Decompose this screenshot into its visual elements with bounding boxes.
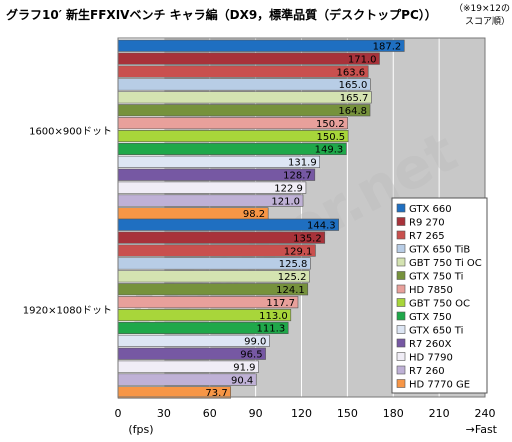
legend-label: R9 270 bbox=[409, 218, 445, 229]
legend-label: GTX 650 TiB bbox=[409, 245, 470, 256]
bar-value-label: 124.1 bbox=[276, 285, 305, 296]
bar-value-label: 163.6 bbox=[337, 67, 366, 78]
legend-label: HD 7790 bbox=[409, 353, 453, 364]
bar-value-label: 121.0 bbox=[271, 196, 300, 207]
bar-value-label: 128.7 bbox=[283, 171, 312, 182]
bar bbox=[117, 39, 405, 52]
x-tick-label: 0 bbox=[115, 407, 122, 420]
group-label: 1920×1080ドット bbox=[23, 305, 112, 316]
bar-value-label: 164.8 bbox=[338, 106, 367, 117]
x-axis-label: (fps) bbox=[128, 423, 153, 436]
x-tick-label: 210 bbox=[429, 407, 450, 420]
legend-label: GTX 660 bbox=[409, 204, 452, 215]
x-tick-label: 150 bbox=[337, 407, 358, 420]
bar-value-label: 99.0 bbox=[244, 337, 266, 348]
x-tick-label: 240 bbox=[475, 407, 496, 420]
x-tick-label: 60 bbox=[203, 407, 217, 420]
bar-value-label: 125.8 bbox=[279, 259, 308, 270]
bar-value-label: 165.7 bbox=[340, 93, 369, 104]
bar bbox=[117, 104, 371, 117]
x-tick-label: 120 bbox=[291, 407, 312, 420]
chart-title: グラフ10′ 新生FFXIVベンチ キャラ編（DX9，標準品質（デスクトップPC… bbox=[6, 8, 437, 22]
bar-value-label: 113.0 bbox=[259, 311, 288, 322]
legend-label: GBT 750 OC bbox=[409, 299, 470, 310]
group-label: 1600×900ドット bbox=[29, 126, 112, 137]
legend-label: GTX 750 bbox=[409, 312, 452, 323]
bar-value-label: 90.4 bbox=[231, 375, 253, 386]
note-line-1: （※19×12の bbox=[454, 4, 510, 14]
x-axis-direction-label: →Fast bbox=[466, 423, 498, 436]
legend-swatch bbox=[396, 271, 406, 280]
legend-swatch bbox=[396, 325, 406, 334]
legend-swatch bbox=[396, 352, 406, 361]
chart-note: （※19×12の スコア順） bbox=[446, 3, 510, 29]
x-tick-label: 30 bbox=[157, 407, 171, 420]
legend-swatch bbox=[396, 311, 406, 321]
bar-value-label: 135.2 bbox=[293, 233, 322, 244]
bar-value-label: 96.5 bbox=[240, 350, 262, 361]
bar-value-label: 111.3 bbox=[257, 324, 286, 335]
legend-swatch bbox=[396, 230, 406, 240]
legend-box bbox=[391, 197, 488, 394]
note-line-2: スコア順） bbox=[464, 17, 510, 27]
bar-value-label: 73.7 bbox=[205, 388, 227, 399]
bar-value-label: 171.0 bbox=[348, 54, 377, 65]
bar bbox=[117, 78, 371, 91]
bar-value-label: 150.2 bbox=[316, 119, 345, 130]
legend-label: GTX 750 Ti bbox=[409, 272, 463, 283]
bar bbox=[117, 142, 347, 155]
bar-value-label: 122.9 bbox=[274, 183, 303, 194]
bar-value-label: 165.0 bbox=[339, 80, 368, 91]
legend-swatch bbox=[396, 298, 406, 307]
legend-swatch bbox=[396, 338, 406, 348]
bar bbox=[117, 218, 339, 231]
bar-value-label: 98.2 bbox=[243, 209, 265, 220]
legend-label: R7 260X bbox=[409, 339, 452, 350]
bar-value-label: 125.2 bbox=[278, 272, 307, 283]
legend-label: HD 7850 bbox=[409, 285, 453, 296]
bar-value-label: 144.3 bbox=[307, 221, 336, 232]
bar-value-label: 187.2 bbox=[373, 42, 402, 53]
legend-label: GTX 650 Ti bbox=[409, 326, 463, 337]
legend-label: R7 260 bbox=[409, 366, 445, 377]
legend-label: R7 265 bbox=[409, 231, 445, 242]
legend-swatch bbox=[396, 379, 406, 388]
x-tick-label: 180 bbox=[383, 407, 404, 420]
legend-swatch bbox=[396, 244, 406, 253]
legend-swatch bbox=[396, 365, 406, 375]
legend-label: GBT 750 Ti OC bbox=[409, 258, 482, 269]
bar bbox=[117, 130, 349, 143]
bar-value-label: 150.5 bbox=[316, 132, 345, 143]
bar-value-label: 129.1 bbox=[284, 246, 313, 257]
legend-swatch bbox=[396, 284, 406, 294]
legend-label: HD 7770 GE bbox=[409, 380, 470, 391]
legend-swatch bbox=[396, 217, 406, 226]
legend-swatch bbox=[396, 257, 406, 267]
bar-value-label: 117.7 bbox=[266, 298, 295, 309]
bar-value-label: 91.9 bbox=[233, 362, 255, 373]
bar-value-label: 131.9 bbox=[288, 158, 317, 169]
bar bbox=[117, 65, 369, 78]
bar bbox=[117, 117, 348, 130]
bar bbox=[117, 91, 372, 104]
legend-swatch bbox=[396, 203, 406, 213]
x-tick-label: 90 bbox=[249, 407, 263, 420]
bar-value-label: 149.3 bbox=[315, 145, 344, 156]
bar bbox=[117, 52, 380, 65]
